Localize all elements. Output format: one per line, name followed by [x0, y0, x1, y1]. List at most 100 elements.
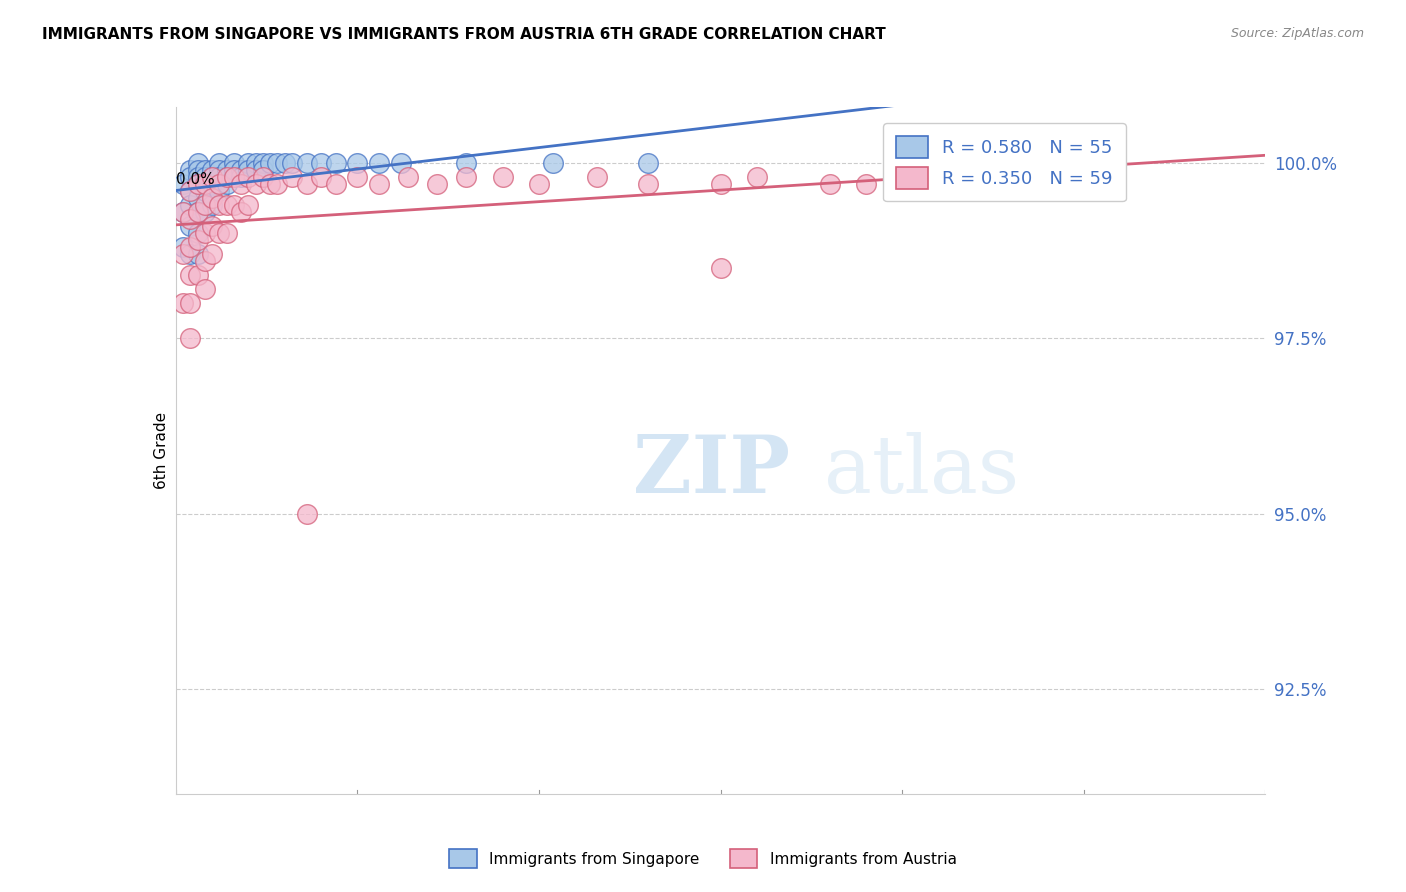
Point — [222, 170, 245, 185]
Point — [368, 177, 391, 191]
Point — [231, 177, 253, 191]
Point — [368, 156, 391, 170]
Point — [274, 156, 297, 170]
Point — [295, 177, 318, 191]
Point — [325, 177, 347, 191]
Point — [1036, 177, 1059, 191]
Point — [586, 170, 609, 185]
Point — [201, 163, 224, 178]
Point — [208, 156, 231, 170]
Point — [710, 177, 733, 191]
Point — [172, 296, 194, 310]
Point — [186, 191, 209, 205]
Point — [325, 156, 347, 170]
Point — [492, 170, 515, 185]
Point — [186, 205, 209, 219]
Point — [238, 156, 260, 170]
Point — [818, 177, 841, 191]
Point — [238, 170, 260, 185]
Point — [186, 233, 209, 247]
Point — [891, 177, 914, 191]
Point — [252, 156, 274, 170]
Point — [259, 177, 281, 191]
Point — [186, 268, 209, 283]
Point — [194, 226, 217, 240]
Point — [186, 177, 209, 191]
Point — [215, 198, 238, 212]
Point — [194, 282, 217, 296]
Point — [208, 170, 231, 185]
Point — [172, 205, 194, 219]
Point — [208, 184, 231, 198]
Point — [543, 156, 565, 170]
Point — [231, 205, 253, 219]
Point — [259, 156, 281, 170]
Point — [215, 170, 238, 185]
Point — [194, 198, 217, 212]
Point — [172, 240, 194, 254]
Point — [346, 156, 368, 170]
Point — [179, 170, 201, 185]
Point — [389, 156, 412, 170]
Point — [201, 170, 224, 185]
Point — [194, 205, 217, 219]
Point — [295, 507, 318, 521]
Point — [426, 177, 449, 191]
Point — [928, 177, 950, 191]
Point — [179, 268, 201, 283]
Point — [231, 170, 253, 185]
Point — [456, 170, 478, 185]
Point — [215, 170, 238, 185]
Text: IMMIGRANTS FROM SINGAPORE VS IMMIGRANTS FROM AUSTRIA 6TH GRADE CORRELATION CHART: IMMIGRANTS FROM SINGAPORE VS IMMIGRANTS … — [42, 27, 886, 42]
Point — [201, 191, 224, 205]
Point — [527, 177, 550, 191]
Point — [252, 170, 274, 185]
Point — [186, 170, 209, 185]
Point — [281, 170, 304, 185]
Point — [172, 205, 194, 219]
Point — [266, 156, 288, 170]
Point — [201, 219, 224, 234]
Point — [245, 156, 267, 170]
Legend: Immigrants from Singapore, Immigrants from Austria: Immigrants from Singapore, Immigrants fr… — [441, 841, 965, 875]
Text: 0.0%: 0.0% — [176, 171, 215, 186]
Point — [179, 184, 201, 198]
Point — [186, 163, 209, 178]
Point — [194, 163, 217, 178]
Point — [172, 177, 194, 191]
Point — [245, 177, 267, 191]
Point — [194, 254, 217, 268]
Point — [281, 156, 304, 170]
Point — [245, 163, 267, 178]
Point — [208, 163, 231, 178]
Point — [745, 170, 768, 185]
Point — [215, 226, 238, 240]
Point — [637, 156, 659, 170]
Point — [186, 177, 209, 191]
Point — [346, 170, 368, 185]
Point — [222, 163, 245, 178]
Point — [179, 198, 201, 212]
Point — [186, 247, 209, 261]
Point — [179, 240, 201, 254]
Point — [179, 212, 201, 227]
Point — [201, 247, 224, 261]
Point — [194, 177, 217, 191]
Point — [179, 296, 201, 310]
Point — [637, 177, 659, 191]
Text: atlas: atlas — [824, 432, 1019, 510]
Point — [179, 163, 201, 178]
Point — [208, 198, 231, 212]
Point — [172, 247, 194, 261]
Point — [186, 156, 209, 170]
Point — [309, 156, 332, 170]
Point — [179, 184, 201, 198]
Point — [201, 198, 224, 212]
Point — [215, 177, 238, 191]
Point — [179, 247, 201, 261]
Point — [396, 170, 419, 185]
Point — [179, 331, 201, 345]
Point — [266, 177, 288, 191]
Point — [208, 226, 231, 240]
Y-axis label: 6th Grade: 6th Grade — [153, 412, 169, 489]
